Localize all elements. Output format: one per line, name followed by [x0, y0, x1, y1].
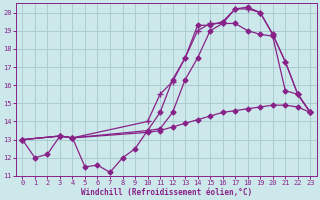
X-axis label: Windchill (Refroidissement éolien,°C): Windchill (Refroidissement éolien,°C)	[81, 188, 252, 197]
